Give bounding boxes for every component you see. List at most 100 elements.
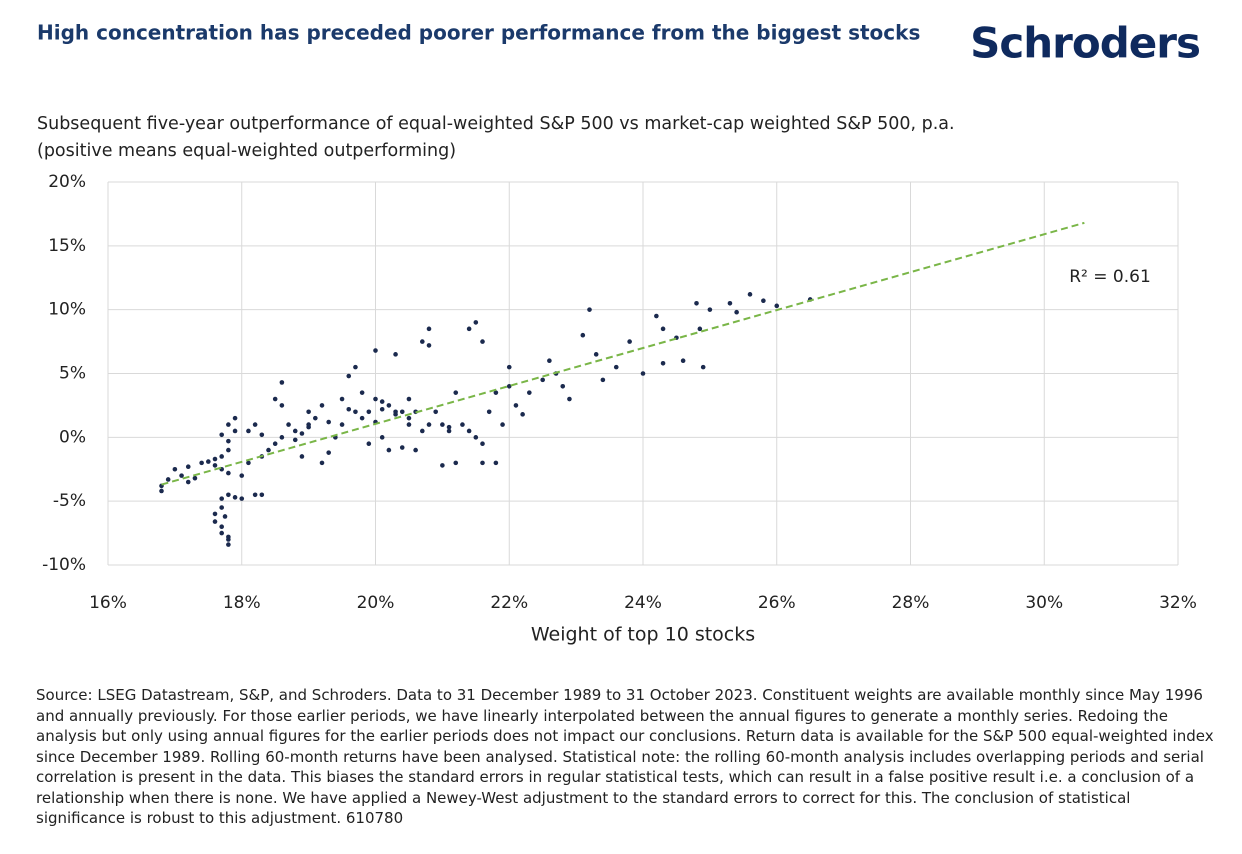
scatter-point bbox=[266, 447, 271, 453]
scatter-point bbox=[346, 406, 352, 412]
scatter-point bbox=[226, 470, 231, 476]
scatter-point bbox=[761, 298, 766, 304]
scatter-point bbox=[279, 380, 285, 385]
scatter-point bbox=[192, 475, 198, 481]
scatter-point bbox=[547, 358, 552, 364]
y-tick-label: 15% bbox=[48, 236, 86, 256]
scatter-point bbox=[426, 326, 432, 332]
scatter-point bbox=[339, 396, 345, 402]
scatter-point bbox=[453, 390, 459, 395]
scatter-point bbox=[226, 542, 231, 547]
source-note: Source: LSEG Datastream, S&P, and Schrod… bbox=[36, 686, 1214, 827]
scatter-point bbox=[747, 292, 753, 297]
scatter-point bbox=[226, 492, 231, 498]
scatter-point bbox=[480, 460, 485, 466]
scatter-point bbox=[299, 431, 305, 436]
scatter-point bbox=[493, 390, 499, 395]
scatter-point bbox=[252, 422, 258, 427]
scatter-point bbox=[232, 428, 238, 434]
scatter-point bbox=[359, 415, 365, 421]
scatter-point bbox=[259, 492, 265, 498]
scatter-point bbox=[219, 505, 224, 510]
scatter-point bbox=[399, 445, 405, 450]
y-tick-label: 5% bbox=[59, 364, 86, 384]
scatter-point bbox=[493, 460, 499, 466]
chart-subtitle: (positive means equal-weighted outperfor… bbox=[37, 141, 456, 161]
scatter-point bbox=[727, 300, 733, 306]
scatter-point bbox=[185, 479, 191, 485]
scatter-point bbox=[486, 409, 492, 415]
scatter-point bbox=[272, 441, 278, 447]
scatter-point bbox=[440, 463, 445, 468]
scatter-point bbox=[480, 441, 485, 447]
scatter-point bbox=[506, 364, 512, 370]
scatter-point bbox=[226, 422, 231, 427]
scatter-point bbox=[426, 343, 432, 348]
scatter-point bbox=[500, 422, 505, 427]
scatter-point bbox=[379, 399, 385, 404]
x-axis-label: Weight of top 10 stocks bbox=[531, 624, 755, 646]
x-tick-label: 32% bbox=[1159, 593, 1197, 613]
scatter-point bbox=[346, 373, 352, 379]
scatter-point bbox=[393, 352, 398, 357]
scatter-point bbox=[613, 364, 619, 370]
scatter-point bbox=[393, 409, 398, 415]
scatter-point bbox=[540, 377, 545, 383]
scatter-point bbox=[660, 326, 666, 332]
scatter-point bbox=[165, 477, 171, 482]
scatter-point bbox=[212, 456, 218, 462]
scatter-point bbox=[232, 495, 238, 500]
scatter-point bbox=[326, 450, 331, 455]
scatter-point bbox=[239, 496, 245, 501]
scatter-point bbox=[272, 396, 278, 402]
scatter-point bbox=[179, 473, 184, 478]
scatter-point bbox=[420, 428, 425, 434]
scatter-point bbox=[379, 435, 385, 440]
scatter-point bbox=[707, 307, 713, 312]
scatter-point bbox=[406, 422, 412, 427]
scatter-point bbox=[473, 320, 479, 325]
scatter-point bbox=[353, 364, 358, 370]
scatter-point bbox=[680, 358, 686, 364]
scatter-point bbox=[386, 447, 392, 453]
scatter-point bbox=[473, 435, 479, 440]
scatter-point bbox=[433, 409, 438, 415]
scatter-point bbox=[359, 390, 365, 395]
scatter-point bbox=[694, 300, 699, 306]
scatter-point bbox=[252, 492, 258, 498]
scatter-point bbox=[222, 514, 228, 519]
scatter-point bbox=[373, 348, 378, 353]
scatter-point bbox=[259, 432, 265, 438]
scatter-point bbox=[279, 403, 285, 408]
scatter-point bbox=[319, 460, 325, 466]
scatter-point bbox=[159, 488, 164, 494]
scatter-point bbox=[627, 339, 632, 344]
scatter-point bbox=[560, 383, 566, 389]
chart-subtitle: Subsequent five-year outperformance of e… bbox=[37, 114, 955, 134]
x-tick-label: 20% bbox=[357, 593, 395, 613]
scatter-point bbox=[319, 403, 325, 408]
scatter-point bbox=[226, 438, 231, 444]
scatter-point bbox=[219, 496, 224, 501]
scatter-point bbox=[212, 519, 218, 524]
scatter-point bbox=[246, 460, 251, 466]
y-tick-label: -5% bbox=[53, 491, 86, 511]
scatter-point bbox=[587, 307, 592, 312]
scatter-point bbox=[232, 415, 238, 421]
scatter-point bbox=[206, 459, 211, 464]
scatter-point bbox=[406, 396, 412, 402]
scatter-point bbox=[172, 466, 178, 472]
scatter-point bbox=[520, 412, 525, 417]
scatter-point bbox=[313, 415, 318, 421]
scatter-point bbox=[660, 360, 666, 366]
x-tick-label: 30% bbox=[1025, 593, 1063, 613]
scatter-point bbox=[580, 332, 586, 338]
scatter-point bbox=[480, 339, 485, 344]
scatter-point bbox=[226, 447, 231, 453]
scatter-point bbox=[466, 326, 472, 332]
scatter-point bbox=[406, 415, 412, 421]
scatter-point bbox=[446, 428, 452, 434]
scatter-point bbox=[212, 511, 218, 517]
trend-line bbox=[161, 221, 1085, 486]
